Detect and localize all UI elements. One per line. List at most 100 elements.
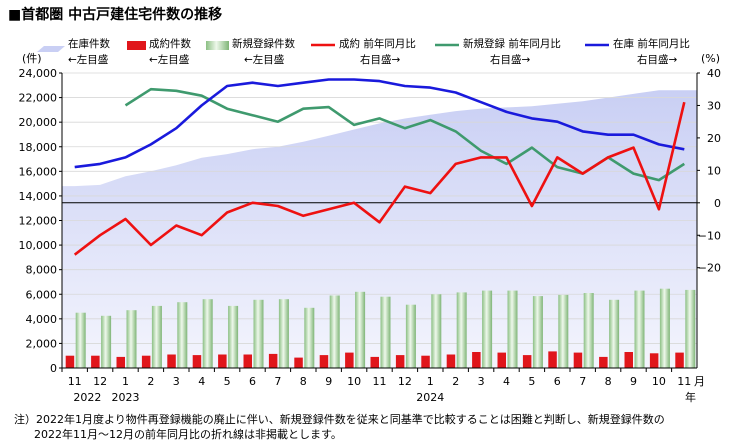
x-tick-label: 8: [605, 375, 612, 388]
bar-closed: [395, 355, 405, 368]
x-tick-label: 8: [300, 375, 307, 388]
x-tick-label: 4: [503, 375, 510, 388]
x-tick-label: 9: [325, 375, 332, 388]
x-tick-label: 5: [528, 375, 535, 388]
bar-new-listings: [355, 291, 366, 368]
bar-closed: [522, 355, 532, 368]
bar-new-listings: [228, 305, 239, 368]
legend-inventory-yoy-line1: 在庫 前年同月比: [613, 37, 690, 50]
legend-swatch-inventory: [37, 46, 65, 52]
lines: [73, 78, 686, 256]
legend-inventory-yoy-line2: 右目盛→: [637, 53, 677, 66]
x-end-label-year: 年: [685, 390, 696, 404]
legend: 在庫件数 ←左目盛 成約件数 ←左目盛 新規登録件数 ←左目盛 成約 前年同月比…: [37, 37, 690, 66]
bar-new-listings: [304, 307, 315, 368]
year-label: 2024: [416, 391, 444, 404]
chart-title: ■首都圏 中古戸建住宅件数の推移: [8, 6, 222, 23]
bar-new-listings: [177, 302, 188, 368]
x-tick-label: 6: [249, 375, 256, 388]
bar-closed: [65, 355, 75, 368]
bar-closed: [472, 352, 481, 368]
bar-closed: [294, 357, 303, 368]
bar-new-listings: [101, 315, 112, 368]
legend-new-listings-line1: 新規登録件数: [232, 37, 295, 50]
bar-closed: [624, 352, 633, 368]
bar-new-listings: [405, 304, 416, 368]
legend-new-yoy-line2: 右目盛→: [490, 53, 530, 66]
right-tick-label: 20: [707, 132, 721, 145]
bar-new-listings: [278, 299, 289, 368]
left-tick-label: 14,000: [19, 190, 58, 203]
x-tick-label: 3: [478, 375, 485, 388]
x-tick-label: 1: [122, 375, 129, 388]
x-tick-label: 10: [652, 375, 666, 388]
x-tick-label: 4: [198, 375, 205, 388]
left-tick-label: 16,000: [19, 165, 58, 178]
left-tick-label: 10,000: [19, 239, 58, 252]
bar-new-listings: [507, 290, 518, 368]
legend-inventory-line1: 在庫件数: [68, 37, 110, 50]
axes: 0 2,000 4,000 6,000 8,000 10,000 12,000 14,000 1…: [19, 67, 722, 404]
x-tick-label: 5: [224, 375, 231, 388]
bars: [65, 288, 696, 369]
legend-new-yoy-line1: 新規登録 前年同月比: [463, 37, 561, 50]
bar-closed: [141, 355, 151, 368]
bar-new-listings: [634, 290, 645, 368]
bar-new-listings: [431, 294, 442, 369]
left-axis-unit: (件): [22, 52, 42, 65]
bar-new-listings: [75, 312, 86, 368]
right-tick-label: −10: [698, 229, 721, 242]
x-tick-label: 11: [373, 375, 387, 388]
left-tick-label: 8,000: [26, 264, 58, 277]
x-tick-label: 10: [347, 375, 361, 388]
line-inventory-yoy: [74, 78, 685, 169]
left-tick-label: 0: [50, 362, 57, 375]
x-end-label-month: 月: [694, 375, 705, 388]
right-tick-label: 10: [707, 164, 721, 177]
bar-closed: [573, 352, 583, 368]
year-label: 2022: [73, 391, 101, 404]
bar-new-listings: [202, 299, 213, 368]
left-tick-label: 24,000: [19, 67, 58, 80]
legend-swatch-closed: [127, 41, 146, 50]
bar-closed: [268, 353, 278, 368]
x-tick-label: 12: [398, 375, 412, 388]
x-tick-label: 2: [147, 375, 154, 388]
x-tick-label: 11: [68, 375, 82, 388]
year-label: 2023: [112, 391, 140, 404]
bar-new-listings: [532, 296, 543, 368]
left-tick-label: 2,000: [26, 337, 58, 350]
x-tick-label: 11: [677, 375, 691, 388]
bar-new-listings: [685, 289, 696, 368]
right-axis-unit: (%): [701, 52, 720, 65]
legend-closed-line1: 成約件数: [149, 37, 191, 50]
legend-inventory-line2: ←左目盛: [68, 53, 108, 66]
bar-closed: [345, 352, 354, 368]
left-tick-label: 6,000: [26, 288, 58, 301]
legend-swatch-new-listings: [206, 41, 229, 50]
right-tick-label: 40: [707, 67, 721, 80]
x-tick-label: 3: [173, 375, 180, 388]
x-tick-label: 12: [93, 375, 107, 388]
x-tick-label: 7: [579, 375, 586, 388]
bar-closed: [497, 352, 506, 368]
left-tick-label: 4,000: [26, 313, 58, 326]
bar-closed: [370, 356, 379, 368]
bar-closed: [243, 354, 252, 368]
legend-closed-yoy-line1: 成約 前年同月比: [339, 37, 416, 50]
bar-new-listings: [329, 295, 340, 368]
footnote-line1: 注）2022年1月度より物件再登録機能の廃止に伴い、新規登録件数を従来と同基準で…: [14, 412, 665, 426]
line-closed-yoy: [73, 101, 686, 256]
left-tick-label: 20,000: [19, 116, 58, 129]
right-tick-label: 0: [714, 197, 721, 210]
left-tick-label: 12,000: [19, 215, 58, 228]
bar-closed: [218, 354, 227, 368]
bar-new-listings: [659, 288, 670, 368]
bar-closed: [192, 355, 202, 368]
right-tick-label: −20: [698, 262, 721, 275]
bar-closed: [675, 352, 684, 368]
bar-new-listings: [609, 299, 620, 368]
x-tick-label: 9: [630, 375, 637, 388]
bar-closed: [319, 355, 329, 368]
bar-closed: [649, 353, 659, 369]
